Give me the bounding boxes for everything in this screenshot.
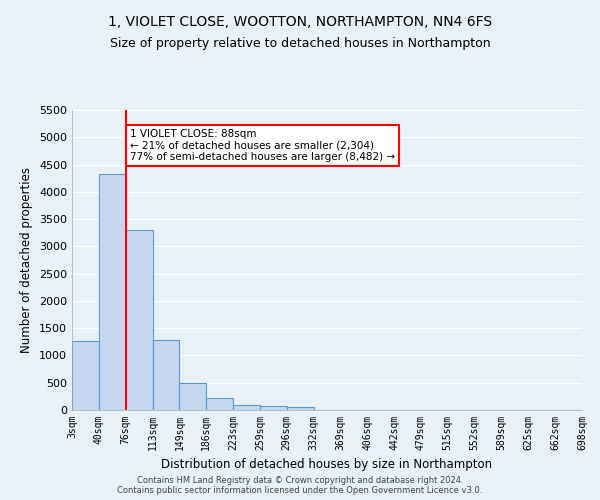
Bar [233,405,260,410]
Bar [179,384,206,410]
Bar [260,406,287,410]
Y-axis label: Number of detached properties: Number of detached properties [20,167,34,353]
Text: Contains HM Land Registry data © Crown copyright and database right 2024.
Contai: Contains HM Land Registry data © Crown c… [118,476,482,495]
Text: 1, VIOLET CLOSE, WOOTTON, NORTHAMPTON, NN4 6FS: 1, VIOLET CLOSE, WOOTTON, NORTHAMPTON, N… [108,15,492,29]
Bar [206,398,233,410]
Bar [99,174,125,410]
Bar [72,340,99,410]
Bar [152,340,179,410]
Bar [287,406,314,410]
X-axis label: Distribution of detached houses by size in Northampton: Distribution of detached houses by size … [161,458,493,471]
Text: Size of property relative to detached houses in Northampton: Size of property relative to detached ho… [110,38,490,51]
Text: 1 VIOLET CLOSE: 88sqm
← 21% of detached houses are smaller (2,304)
77% of semi-d: 1 VIOLET CLOSE: 88sqm ← 21% of detached … [130,129,395,162]
Bar [125,230,152,410]
